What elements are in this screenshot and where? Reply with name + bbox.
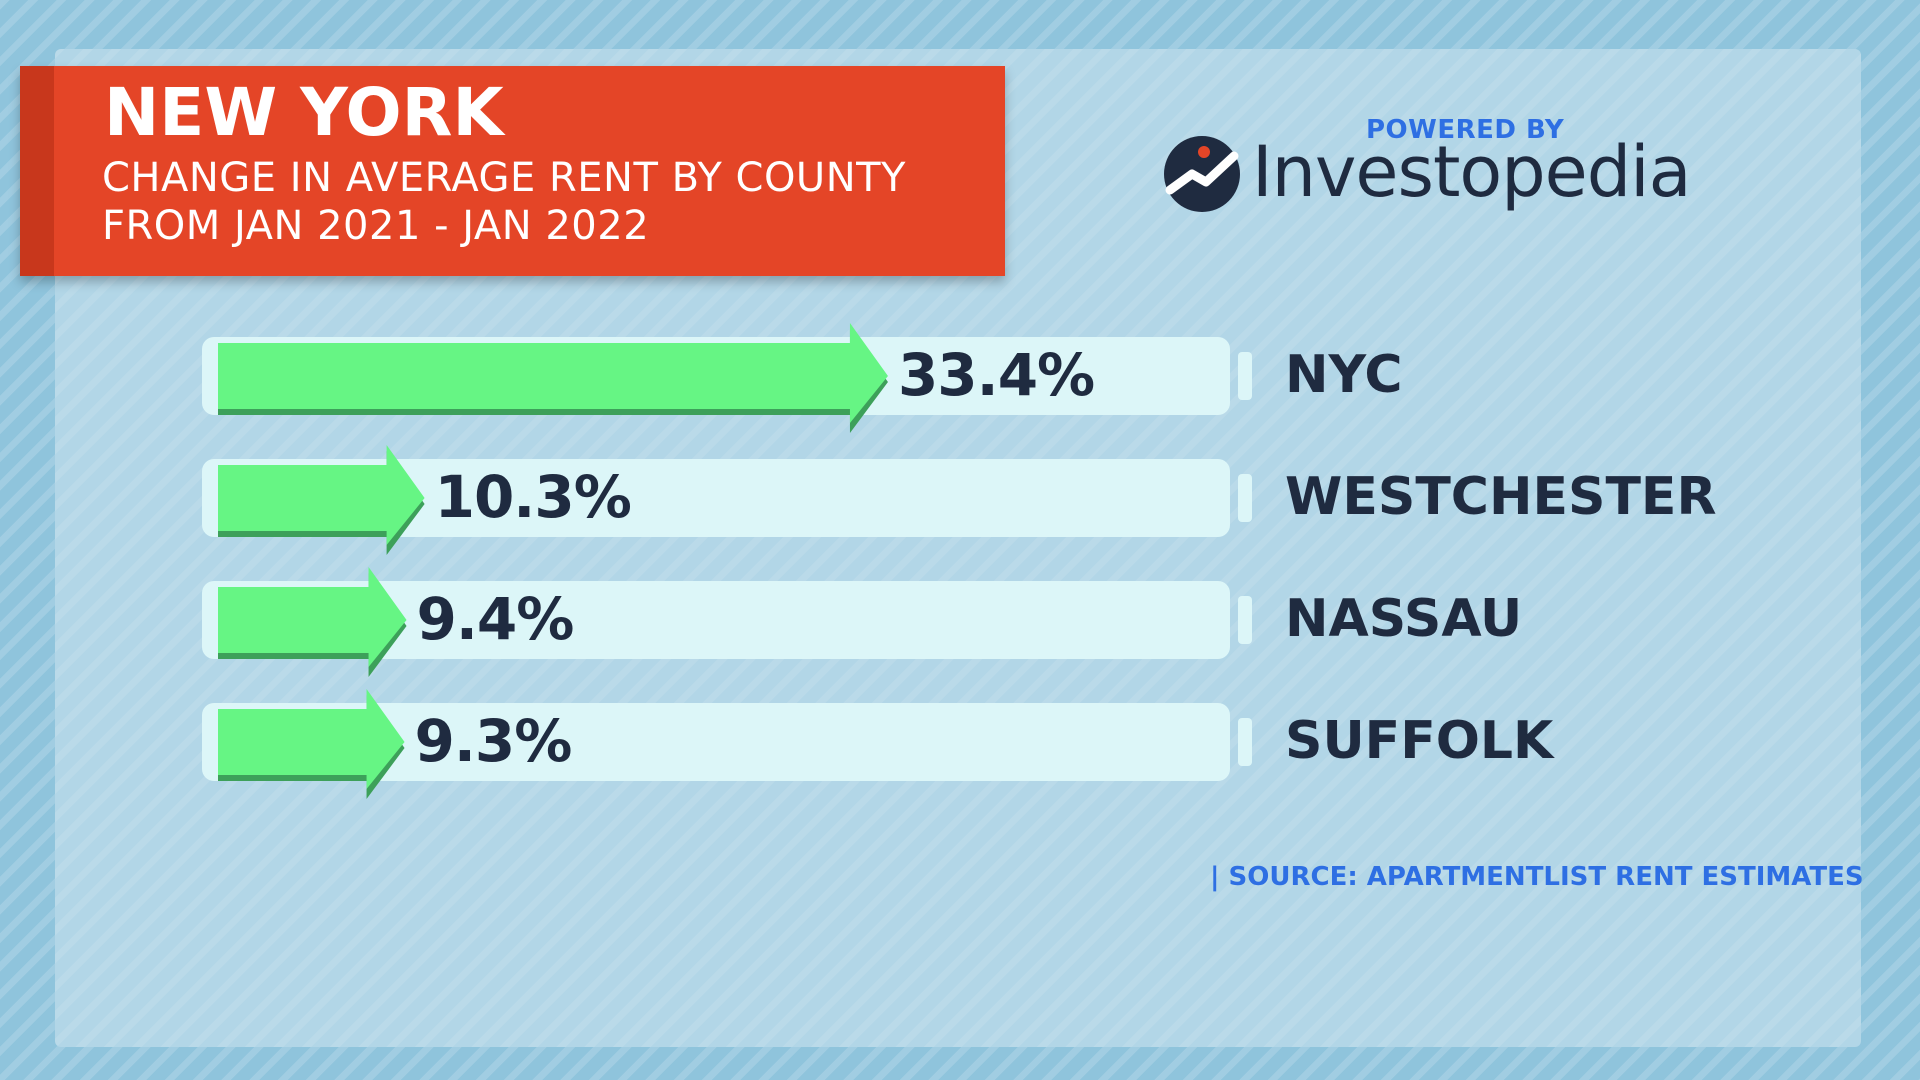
investopedia-logo-icon: [1164, 136, 1240, 212]
bar-westchester: [218, 445, 425, 545]
value-label: 9.3%: [414, 707, 573, 775]
bar-track: [202, 459, 1230, 537]
category-label: WESTCHESTER: [1285, 467, 1717, 527]
track-end-tick: [1238, 596, 1252, 644]
value-label: 10.3%: [434, 463, 632, 531]
page-title: NEW YORK: [104, 74, 504, 151]
subtitle-line-2: FROM JAN 2021 - JAN 2022: [102, 203, 650, 249]
brand-name: Investopedia: [1252, 131, 1692, 213]
powered-by-label: POWERED BY: [1366, 115, 1565, 145]
bar-suffolk: [218, 689, 405, 789]
value-label: 9.4%: [416, 585, 575, 653]
track-end-tick: [1238, 352, 1252, 400]
track-end-tick: [1238, 718, 1252, 766]
category-label: SUFFOLK: [1285, 711, 1554, 771]
value-label: 33.4%: [897, 341, 1095, 409]
category-label: NYC: [1285, 345, 1403, 405]
title-card: NEW YORK CHANGE IN AVERAGE RENT BY COUNT…: [20, 66, 1005, 276]
track-end-tick: [1238, 474, 1252, 522]
subtitle-line-1: CHANGE IN AVERAGE RENT BY COUNTY: [102, 155, 906, 201]
title-card-stripe: [20, 66, 54, 276]
bar-track: [202, 581, 1230, 659]
bar-track: [202, 703, 1230, 781]
category-label: NASSAU: [1285, 589, 1523, 649]
bar-nassau: [218, 567, 407, 667]
source-note: | SOURCE: APARTMENTLIST RENT ESTIMATES: [1210, 862, 1864, 892]
bar-nyc: [218, 323, 888, 423]
